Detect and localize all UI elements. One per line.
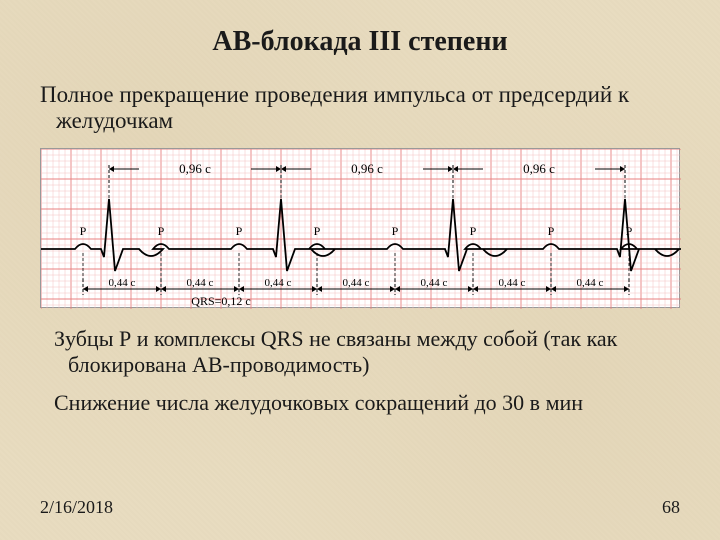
- svg-text:0,44 c: 0,44 c: [577, 277, 604, 289]
- note-1: Зубцы Р и комплексы QRS не связаны между…: [54, 326, 680, 378]
- svg-text:0,44 c: 0,44 c: [421, 277, 448, 289]
- svg-text:P: P: [80, 224, 87, 238]
- svg-text:0,44 c: 0,44 c: [187, 277, 214, 289]
- page-title: АВ-блокада III степени: [40, 26, 680, 58]
- svg-text:P: P: [314, 224, 321, 238]
- svg-text:P: P: [158, 224, 165, 238]
- subtitle-text: Полное прекращение проведения импульса о…: [56, 82, 680, 134]
- footer-page: 68: [662, 497, 680, 518]
- svg-text:P: P: [392, 224, 399, 238]
- note-2: Снижение числа желудочковых сокращений д…: [54, 390, 680, 416]
- svg-text:P: P: [236, 224, 243, 238]
- footer-date: 2/16/2018: [40, 497, 113, 518]
- svg-text:0,96 c: 0,96 c: [351, 161, 383, 176]
- svg-text:P: P: [470, 224, 477, 238]
- svg-text:0,44 c: 0,44 c: [265, 277, 292, 289]
- ecg-svg: P P P P P P P P 0,96 c 0,96 c 0,96 c 0,44 c 0,44 c 0,…: [41, 149, 681, 309]
- svg-text:P: P: [626, 224, 633, 238]
- svg-text:P: P: [548, 224, 555, 238]
- ecg-figure: P P P P P P P P 0,96 c 0,96 c 0,96 c 0,44 c 0,44 c 0,…: [40, 148, 680, 308]
- svg-text:0,96 c: 0,96 c: [523, 161, 555, 176]
- svg-text:QRS=0,12 c: QRS=0,12 c: [191, 294, 250, 308]
- svg-text:0,44 c: 0,44 c: [499, 277, 526, 289]
- svg-text:0,44 c: 0,44 c: [343, 277, 370, 289]
- svg-text:0,44 c: 0,44 c: [109, 277, 136, 289]
- svg-text:0,96 c: 0,96 c: [179, 161, 211, 176]
- footer: 2/16/2018 68: [40, 497, 680, 518]
